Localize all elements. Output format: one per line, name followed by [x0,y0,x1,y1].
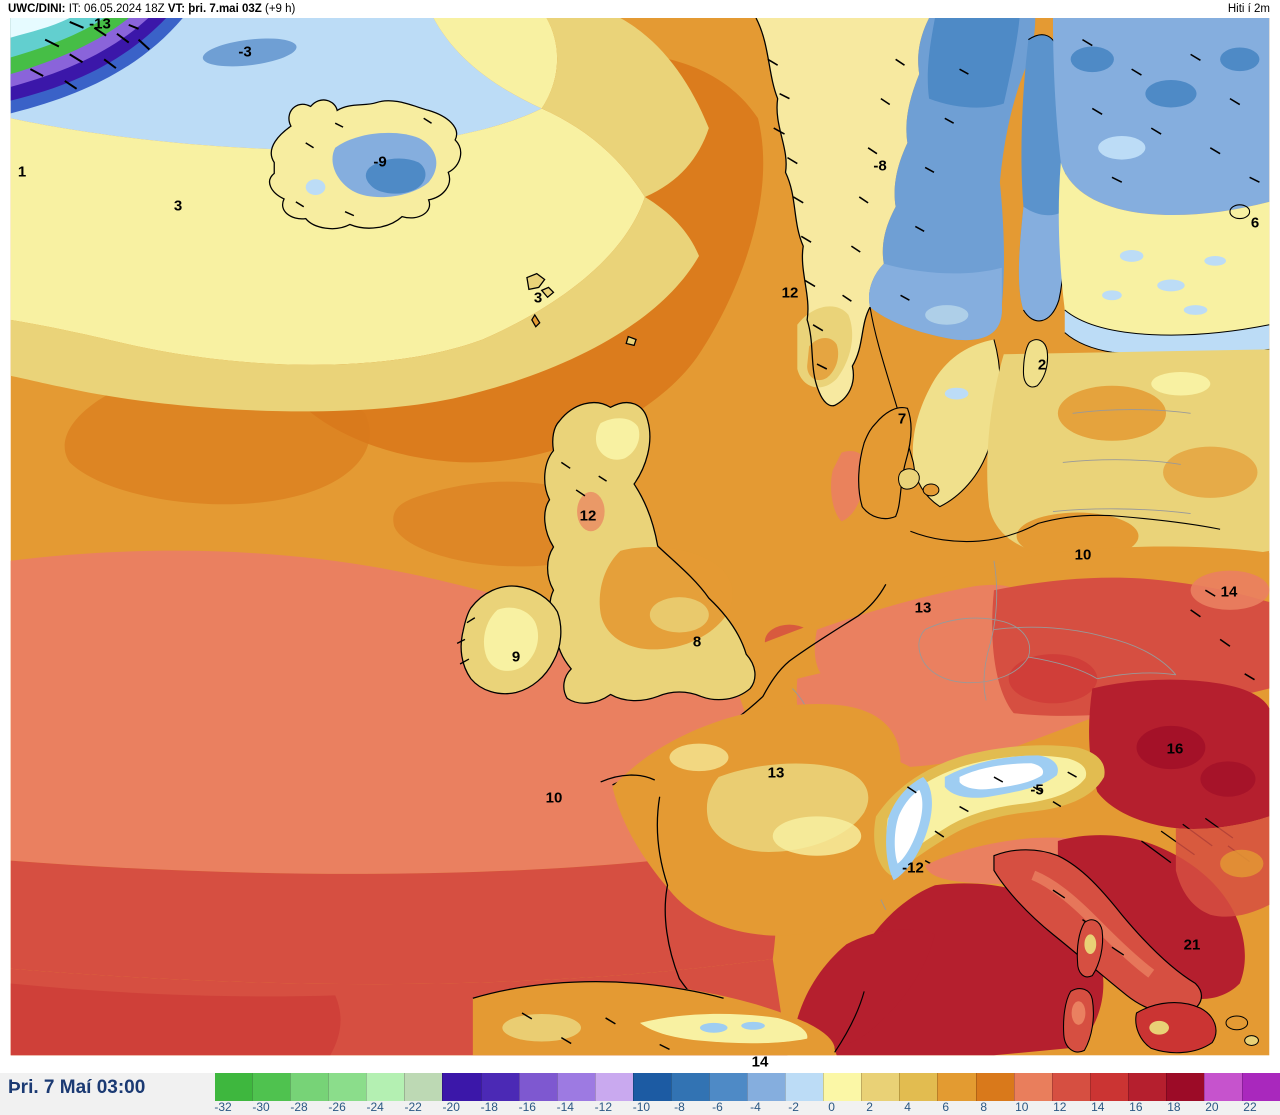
temperature-map [0,18,1280,1073]
gulf-of-bothnia [1018,34,1067,322]
legend-segment [747,1073,786,1101]
legend-tick-label: -22 [404,1100,422,1114]
legend-segment [632,1073,671,1101]
legend-segment [937,1073,976,1101]
legend-tick-label: -24 [366,1100,384,1114]
legend-segment [594,1073,633,1101]
temperature-field-svg [10,18,1270,1056]
legend-segment [290,1073,329,1101]
legend-segment [215,1073,253,1101]
legend-tick-label: 14 [1091,1100,1105,1114]
legend-swatches [215,1073,1280,1101]
valid-label: VT: [167,3,186,15]
legend-tick-label: -26 [328,1100,346,1114]
legend-tick-label: -6 [712,1100,723,1114]
legend-segment [785,1073,824,1101]
model-run-info: UWC/DINI: IT: 06.05.2024 18Z VT: þri. 7.… [0,3,295,15]
legend-segment [404,1073,443,1101]
legend-segment [366,1073,405,1101]
legend-tick-label: -10 [632,1100,651,1114]
legend-tick-label: 20 [1205,1100,1219,1114]
legend-tick-label: 18 [1167,1100,1181,1114]
valid-time: þri. 7.mai 03Z [188,3,262,15]
legend-tick-label: 8 [980,1100,988,1114]
legend-segment [1127,1073,1166,1101]
legend-segment [252,1073,291,1101]
legend-segment [1165,1073,1205,1101]
legend-segment [1204,1073,1243,1101]
greenland-corner [10,18,183,114]
legend-segment [1242,1073,1280,1101]
legend-tick-label: -30 [252,1100,270,1114]
baltic-lands [987,339,1270,563]
legend-ticks: -32 -30 -28 -26 -24 -22 -20 -18 -16 -14 -12 -10 -8 -6… [214,1100,1280,1115]
iceland [269,99,462,230]
iberia [472,981,1259,1056]
legend-segment [1089,1073,1128,1101]
map-header: UWC/DINI: IT: 06.05.2024 18Z VT: þri. 7.… [0,0,1280,18]
legend-segment [975,1073,1014,1101]
finland-northeast [1052,18,1270,357]
legend-segment [518,1073,557,1101]
legend-tick-label: 12 [1053,1100,1067,1114]
legend-segment [328,1073,367,1101]
denmark [764,407,940,659]
legend-tick-label: -16 [518,1100,536,1114]
footer-bar: Þri. 7 Maí 03:00 -32 -30 -28 -26 -24 -22 -20 -1… [0,1073,1280,1115]
faroe-islands [526,272,637,347]
init-label: IT: [68,3,81,15]
legend-tick-label: 16 [1129,1100,1143,1114]
legend-tick-label: -28 [290,1100,308,1114]
legend-segment [709,1073,748,1101]
legend-tick-label: 0 [828,1100,835,1114]
alps [874,745,1105,881]
model-name: UWC/DINI: [8,3,66,15]
parameter-title: Hiti í 2m [1227,3,1270,15]
legend-segment [861,1073,900,1101]
legend-tick-label: -20 [442,1100,460,1114]
sea-temperature-field [10,18,788,1056]
british-isles [456,402,756,704]
legend-tick-label: -18 [480,1100,498,1114]
legend-tick-label: 6 [942,1100,950,1114]
italy-mediterranean [792,816,1270,1056]
legend-tick-label: 10 [1015,1100,1029,1114]
legend-segment [1051,1073,1090,1101]
legend-segment [556,1073,595,1101]
valid-datetime: Þri. 7 Maí 03:00 [8,1077,146,1098]
legend-segment [442,1073,481,1101]
legend-tick-label: -8 [674,1100,685,1114]
legend-tick-label: 4 [904,1100,911,1114]
legend-segment [899,1073,938,1101]
legend-tick-label: -4 [750,1100,761,1114]
legend-tick-label: 22 [1243,1100,1257,1114]
legend-tick-label: -32 [214,1100,232,1114]
lead-time: (+9 h) [265,3,296,15]
legend-segment [480,1073,519,1101]
scandinavia [755,18,1036,508]
legend-segment [1013,1073,1052,1101]
legend-tick-label: -14 [556,1100,574,1114]
legend-tick-label: -2 [788,1100,799,1114]
legend-tick-label: -12 [594,1100,613,1114]
init-time: 06.05.2024 18Z [84,3,165,15]
legend-segment [670,1073,710,1101]
legend-segment [823,1073,862,1101]
legend-tick-label: 2 [866,1100,873,1114]
